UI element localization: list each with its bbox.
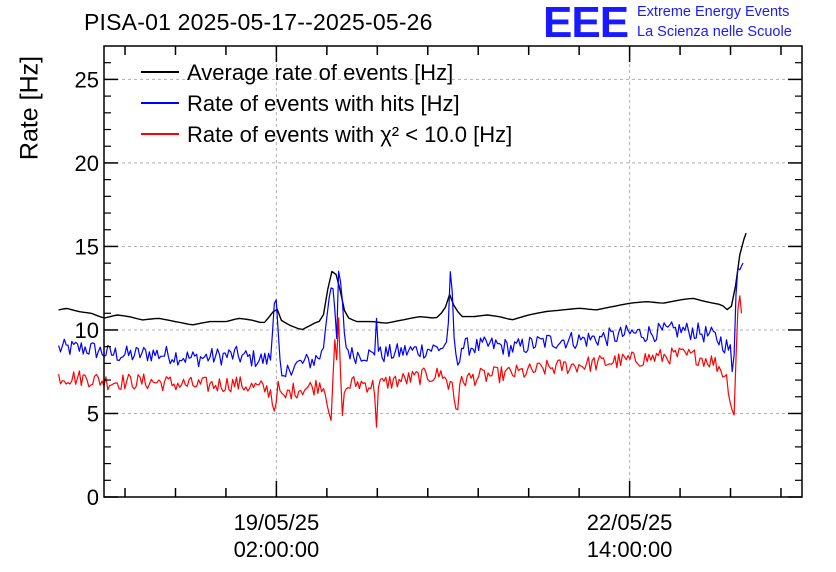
y-tick-label: 10 — [75, 318, 99, 343]
legend: Average rate of events [Hz] Rate of event… — [141, 60, 512, 147]
x-tick-label-date: 19/05/25 — [234, 510, 320, 535]
series-lines — [58, 232, 747, 428]
chart-title: PISA-01 2025-05-17--2025-05-26 — [84, 9, 433, 35]
y-tick-label: 5 — [87, 401, 99, 426]
y-tick-label: 0 — [87, 485, 99, 510]
logo-text-line2: La Scienza nelle Scuole — [637, 24, 792, 40]
legend-label-0: Average rate of events [Hz] — [187, 60, 453, 85]
x-tick-label-time: 14:00:00 — [587, 537, 673, 562]
legend-label-1: Rate of events with hits [Hz] — [187, 91, 460, 116]
y-tick-label: 25 — [75, 67, 99, 92]
eee-logo-mark: EEE — [543, 0, 629, 47]
grid-lines — [104, 46, 802, 497]
y-tick-label: 20 — [75, 151, 99, 176]
plot-frame — [103, 45, 803, 498]
x-tick-label-time: 02:00:00 — [234, 537, 320, 562]
logo-text-line1: Extreme Energy Events — [637, 4, 790, 20]
x-tick-label-date: 22/05/25 — [587, 510, 673, 535]
series-line-1 — [58, 262, 744, 378]
y-tick-label: 15 — [75, 234, 99, 259]
series-line-2 — [58, 295, 743, 428]
series-line-0 — [58, 232, 747, 331]
legend-label-2: Rate of events with χ² < 10.0 [Hz] — [187, 122, 512, 147]
